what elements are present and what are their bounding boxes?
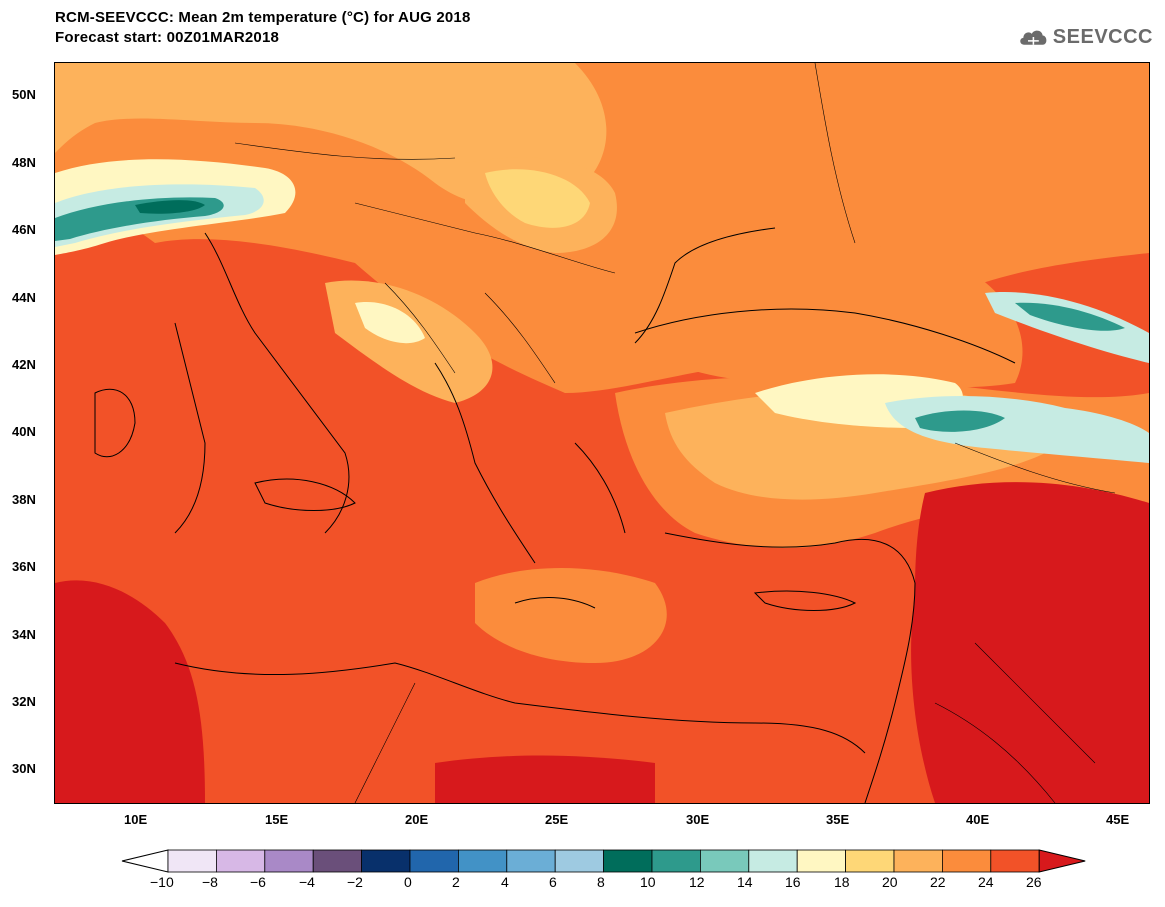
map-title-block: RCM-SEEVCCC: Mean 2m temperature (°C) fo… [55,8,471,48]
colorbar-segment [942,849,992,873]
lat-tick-label: 46N [12,222,36,237]
colorbar-label: −4 [299,874,315,890]
colorbar-segment [603,849,653,873]
colorbar-label: 12 [689,874,705,890]
colorbar-segment [554,849,605,873]
colorbar-label: 18 [834,874,850,890]
colorbar-segment [361,849,411,873]
cloud-icon [1020,30,1047,45]
colorbar-segment [264,849,314,873]
field-egypt-26 [435,755,655,803]
field-anatolia-12 [915,410,1005,432]
colorbar-label: 10 [640,874,656,890]
lat-tick-label: 36N [12,559,36,574]
forecast-start-label: Forecast start: 00Z01MAR2018 [55,29,280,46]
lon-tick-label: 30E [686,812,710,827]
lon-tick-label: 25E [545,812,569,827]
lat-tick-label: 48N [12,155,36,170]
colorbar-segment [990,849,1040,873]
map-title: RCM-SEEVCCC: Mean 2m temperature (°C) fo… [55,9,471,26]
colorbar-label: 26 [1026,874,1042,890]
lon-tick-label: 45E [1106,812,1130,827]
colorbar-segment [700,849,750,873]
field-alps-10 [135,200,205,214]
colorbar-label: 0 [404,874,412,890]
colorbar-segment [215,849,266,873]
colorbar-segment [506,849,556,873]
lon-tick-label: 15E [265,812,289,827]
colorbar-label: −8 [202,874,218,890]
lat-tick-label: 40N [12,424,36,439]
colorbar-label: 4 [501,874,509,890]
colorbar-segment [845,849,895,873]
lat-tick-label: 42N [12,357,36,372]
colorbar-segment [167,849,217,873]
colorbar-segment [796,849,847,873]
seevccc-logo: SEEVCCC [1018,20,1153,54]
field-southeast-26 [911,482,1149,803]
temperature-map [54,62,1150,804]
lat-tick-label: 32N [12,694,36,709]
field-caucasus-12 [1015,302,1125,331]
colorbar-segment [748,849,798,873]
colorbar-segment [312,849,363,873]
country-borders [234,63,1116,803]
logo-text: SEEVCCC [1052,25,1153,48]
colorbar-label: 8 [597,874,605,890]
lon-tick-label: 35E [826,812,850,827]
lon-tick-label: 20E [405,812,429,827]
colorbar-segment [409,849,459,873]
colorbar-label: 22 [930,874,946,890]
lat-tick-label: 34N [12,627,36,642]
colorbar-under-arrow [121,849,169,873]
colorbar-label: −6 [250,874,266,890]
colorbar-label: 14 [737,874,753,890]
coastlines [94,227,1016,803]
field-balkans-18 [355,302,425,344]
colorbar-label: 2 [452,874,460,890]
colorbar-over-arrow [1038,849,1086,873]
colorbar-label: 20 [882,874,898,890]
lat-tick-label: 50N [12,87,36,102]
lat-tick-label: 38N [12,492,36,507]
colorbar-label: 24 [978,874,994,890]
lon-tick-label: 40E [966,812,990,827]
colorbar-label: 16 [785,874,801,890]
field-carpathians-18 [485,169,590,228]
field-aegean-22 [475,568,667,663]
colorbar-label: −10 [150,874,174,890]
lon-tick-label: 10E [124,812,148,827]
colorbar-label: 6 [549,874,557,890]
field-libya-26 [55,580,205,803]
lat-tick-label: 44N [12,290,36,305]
lat-tick-label: 30N [12,761,36,776]
colorbar-segment [457,849,508,873]
colorbar-label: −2 [347,874,363,890]
colorbar-segment [651,849,701,873]
colorbar-segment [893,849,943,873]
field-blacksea-22 [635,229,1023,388]
